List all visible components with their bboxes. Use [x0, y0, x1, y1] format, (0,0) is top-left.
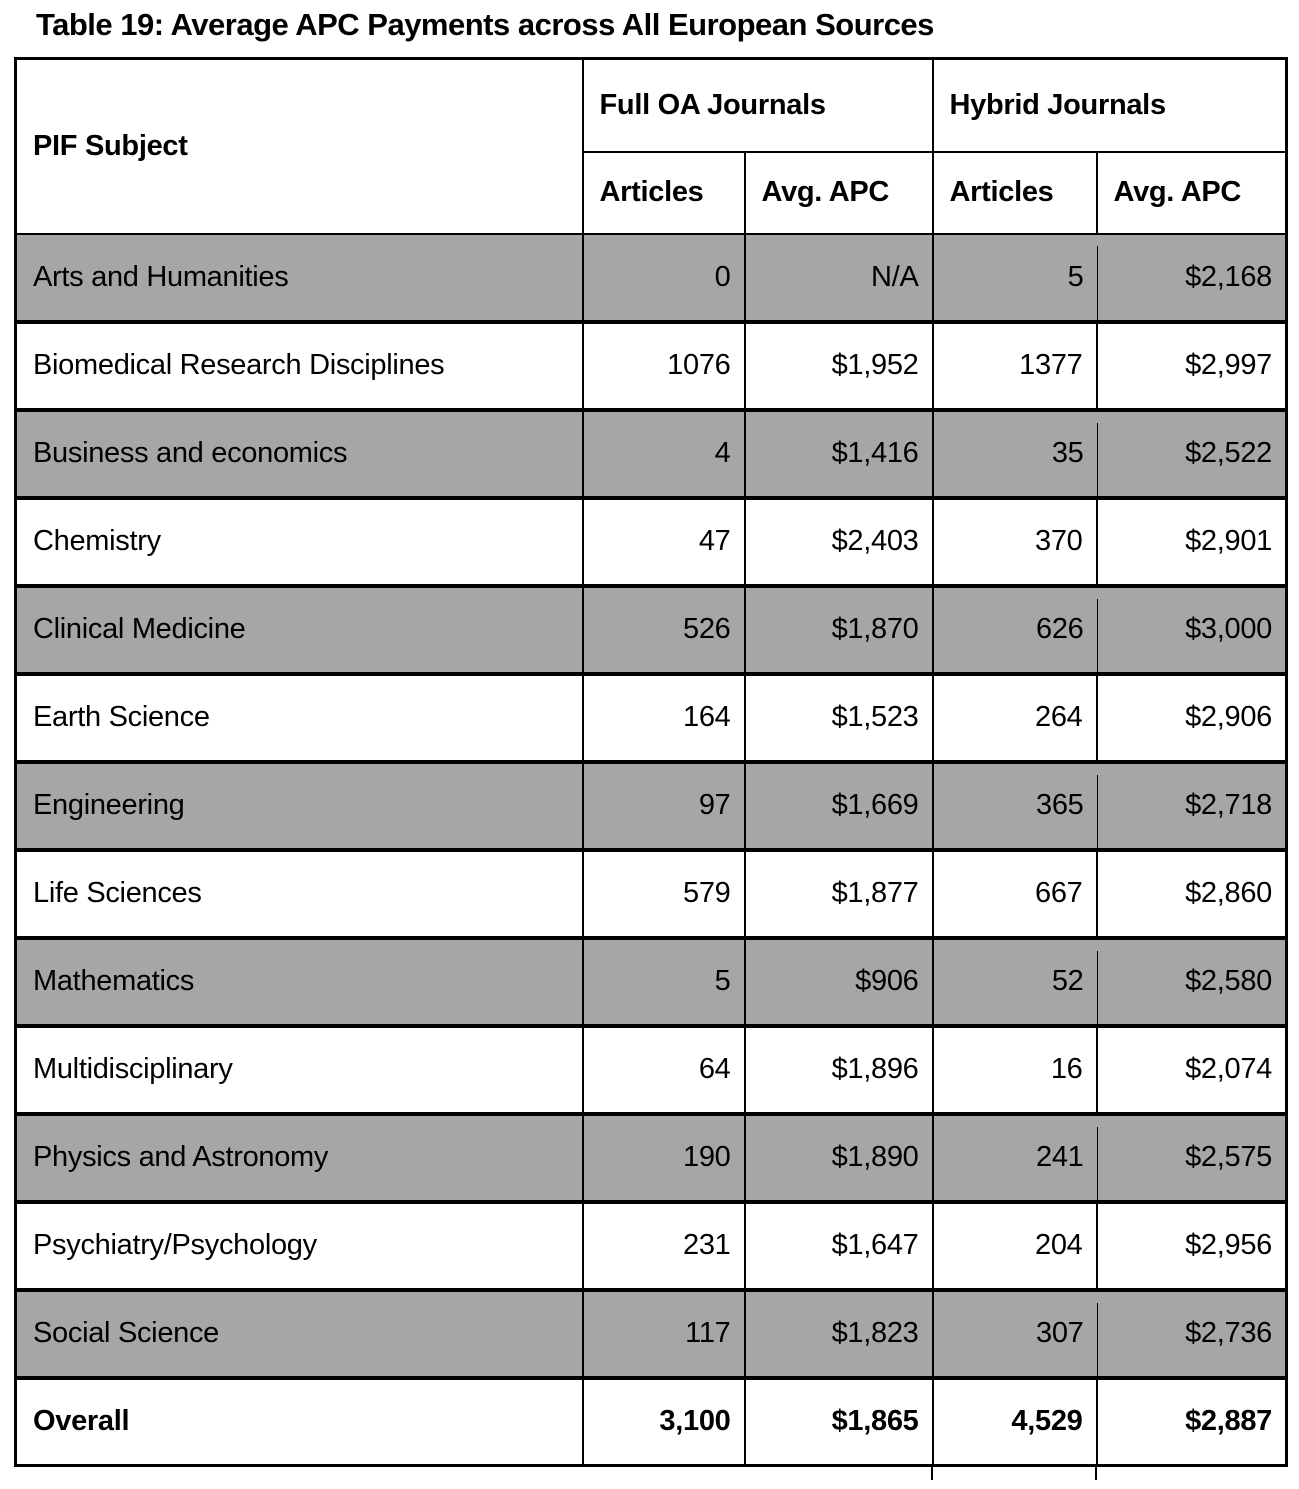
cell-subject: Mathematics	[14, 935, 584, 1027]
cell-hybrid-articles: 264	[931, 671, 1098, 763]
cell-full-oa-avg-apc: $906	[743, 935, 934, 1027]
cell-hybrid-avg-apc: $2,168	[1096, 232, 1288, 323]
cell-subject: Clinical Medicine	[14, 583, 584, 675]
cell-full-oa-avg-apc: $1,870	[743, 583, 934, 675]
cell-subject: Social Science	[14, 1287, 584, 1379]
subheader-full-oa-avg-apc: Avg. APC	[743, 150, 934, 235]
cell-subject: Multidisciplinary	[14, 1023, 584, 1115]
table-row: Multidisciplinary 64 $1,896 16 $2,074	[14, 1023, 1288, 1115]
cell-full-oa-articles: 47	[581, 495, 746, 587]
cell-hybrid-avg-apc: $2,074	[1095, 1023, 1288, 1115]
column-header-pif-subject: PIF Subject	[14, 57, 584, 235]
cell-hybrid-avg-apc: $2,901	[1095, 495, 1288, 587]
table-row: Mathematics 5 $906 52 $2,580	[14, 935, 1288, 1027]
scan-artifact-line	[931, 1465, 933, 1480]
cell-full-oa-articles: 4	[581, 407, 746, 499]
cell-full-oa-avg-apc: $2,403	[743, 495, 934, 587]
table-row: Arts and Humanities 0 N/A 5 $2,168	[14, 232, 1288, 323]
cell-full-oa-articles: 1076	[581, 319, 746, 411]
cell-hybrid-avg-apc: $2,575	[1096, 1111, 1288, 1203]
sub-header-row: Articles Avg. APC Articles Avg. APC	[16, 150, 1288, 235]
cell-full-oa-avg-apc: $1,669	[743, 759, 934, 851]
cell-subject: Arts and Humanities	[14, 232, 584, 323]
cell-full-oa-articles: 117	[581, 1287, 746, 1379]
table-row: Overall 3,100 $1,865 4,529 $2,887	[14, 1375, 1288, 1467]
cell-full-oa-avg-apc: $1,647	[743, 1199, 934, 1291]
cell-full-oa-avg-apc: $1,523	[743, 671, 934, 763]
scan-artifact-line	[1095, 1465, 1097, 1480]
cell-full-oa-avg-apc: $1,896	[743, 1023, 934, 1115]
cell-full-oa-articles: 5	[581, 935, 746, 1027]
cell-hybrid-avg-apc: $2,736	[1096, 1287, 1288, 1379]
cell-full-oa-avg-apc: N/A	[743, 232, 934, 323]
cell-full-oa-articles: 231	[581, 1199, 746, 1291]
cell-full-oa-avg-apc: $1,416	[743, 407, 934, 499]
group-header-row: PIF Subject Full OA Journals Hybrid Jour…	[14, 57, 1288, 235]
table-row: Social Science 117 $1,823 307 $2,736	[14, 1287, 1288, 1379]
cell-full-oa-articles: 97	[581, 759, 746, 851]
table-title: Table 19: Average APC Payments across Al…	[36, 7, 934, 42]
cell-hybrid-avg-apc: $2,522	[1096, 407, 1288, 499]
cell-hybrid-articles: 4,529	[931, 1375, 1098, 1467]
group-header-hybrid-journals: Hybrid Journals	[931, 57, 1288, 153]
cell-hybrid-articles: 307	[931, 1287, 1097, 1379]
cell-hybrid-articles: 1377	[931, 319, 1098, 411]
cell-hybrid-articles: 365	[931, 759, 1097, 851]
cell-subject: Earth Science	[14, 671, 584, 763]
table-row: Physics and Astronomy 190 $1,890 241 $2,…	[14, 1111, 1288, 1203]
cell-subject: Biomedical Research Disciplines	[14, 319, 584, 411]
cell-hybrid-avg-apc: $2,997	[1095, 319, 1288, 411]
cell-full-oa-articles: 579	[581, 847, 746, 939]
cell-subject: Physics and Astronomy	[14, 1111, 584, 1203]
cell-hybrid-avg-apc: $2,580	[1096, 935, 1288, 1027]
cell-hybrid-avg-apc: $2,718	[1096, 759, 1288, 851]
cell-subject: Life Sciences	[14, 847, 584, 939]
cell-full-oa-articles: 3,100	[581, 1375, 746, 1467]
cell-full-oa-avg-apc: $1,865	[743, 1375, 934, 1467]
cell-subject: Overall	[14, 1375, 584, 1467]
subheader-hybrid-articles: Articles	[931, 150, 1098, 235]
cell-full-oa-articles: 64	[581, 1023, 746, 1115]
cell-hybrid-articles: 626	[931, 583, 1097, 675]
cell-full-oa-avg-apc: $1,823	[743, 1287, 934, 1379]
table-row: Biomedical Research Disciplines 1076 $1,…	[14, 319, 1288, 411]
cell-hybrid-articles: 370	[931, 495, 1098, 587]
cell-hybrid-avg-apc: $2,956	[1095, 1199, 1288, 1291]
cell-full-oa-articles: 526	[581, 583, 746, 675]
cell-hybrid-avg-apc: $2,906	[1095, 671, 1288, 763]
cell-hybrid-avg-apc: $2,887	[1095, 1375, 1288, 1467]
cell-hybrid-articles: 16	[931, 1023, 1098, 1115]
table-row: Chemistry 47 $2,403 370 $2,901	[14, 495, 1288, 587]
table-row: Psychiatry/Psychology 231 $1,647 204 $2,…	[14, 1199, 1288, 1291]
cell-hybrid-articles: 241	[931, 1111, 1097, 1203]
table-wrapper: PIF Subject Full OA Journals Hybrid Jour…	[14, 57, 1288, 1480]
cell-hybrid-avg-apc: $3,000	[1096, 583, 1288, 675]
cell-hybrid-articles: 5	[931, 232, 1097, 323]
cell-full-oa-articles: 164	[581, 671, 746, 763]
cell-hybrid-articles: 667	[931, 847, 1098, 939]
cell-hybrid-avg-apc: $2,860	[1095, 847, 1288, 939]
cell-full-oa-avg-apc: $1,952	[743, 319, 934, 411]
cell-full-oa-articles: 190	[581, 1111, 746, 1203]
cell-hybrid-articles: 35	[931, 407, 1097, 499]
cell-full-oa-articles: 0	[581, 232, 746, 323]
table-row: Clinical Medicine 526 $1,870 626 $3,000	[14, 583, 1288, 675]
apc-table: PIF Subject Full OA Journals Hybrid Jour…	[14, 57, 1288, 1467]
cell-subject: Psychiatry/Psychology	[14, 1199, 584, 1291]
cell-hybrid-articles: 52	[931, 935, 1097, 1027]
cell-subject: Engineering	[14, 759, 584, 851]
subheader-full-oa-articles: Articles	[581, 150, 746, 235]
cell-subject: Chemistry	[14, 495, 584, 587]
cell-subject: Business and economics	[14, 407, 584, 499]
table-row: Engineering 97 $1,669 365 $2,718	[14, 759, 1288, 851]
table-row: Business and economics 4 $1,416 35 $2,52…	[14, 407, 1288, 499]
table-row: Earth Science 164 $1,523 264 $2,906	[14, 671, 1288, 763]
table-row: Life Sciences 579 $1,877 667 $2,860	[14, 847, 1288, 939]
cell-hybrid-articles: 204	[931, 1199, 1098, 1291]
subheader-hybrid-avg-apc: Avg. APC	[1095, 150, 1288, 235]
cell-full-oa-avg-apc: $1,890	[743, 1111, 934, 1203]
group-header-full-oa-journals: Full OA Journals	[581, 57, 934, 153]
cell-full-oa-avg-apc: $1,877	[743, 847, 934, 939]
